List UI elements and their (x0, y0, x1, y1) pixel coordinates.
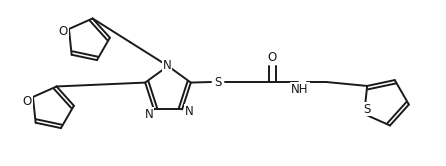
Text: O: O (58, 25, 68, 38)
Text: S: S (363, 102, 371, 116)
Text: O: O (267, 50, 277, 64)
Text: N: N (145, 108, 153, 121)
Text: N: N (185, 105, 194, 118)
Text: O: O (22, 94, 32, 108)
Text: S: S (215, 76, 222, 88)
Text: NH: NH (291, 83, 309, 95)
Text: N: N (163, 58, 171, 72)
